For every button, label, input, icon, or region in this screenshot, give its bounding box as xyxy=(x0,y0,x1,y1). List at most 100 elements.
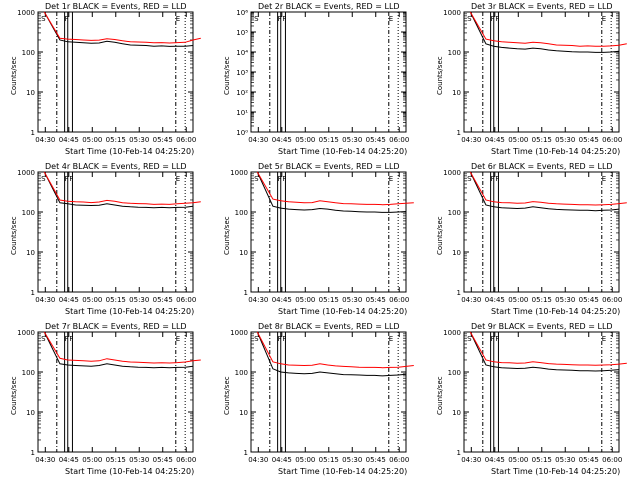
det-5r-ytick-label: 1 xyxy=(244,289,248,297)
det-7r-events-series-line xyxy=(43,331,194,369)
det-7r-marker-f-label: F xyxy=(65,335,69,343)
det-2r-plot: 10⁰ 10¹ 10² 10³ 10⁴ 10⁵ 10⁶ 04:30 04:45 05:00 05:1… xyxy=(236,9,409,144)
det-9r-xtick-label: 04:45 xyxy=(485,456,505,464)
det-2r-xlabel: Start Time (10-Feb-14 04:25:20) xyxy=(278,147,408,156)
det-2r-marker-f-label: F xyxy=(282,15,286,23)
det-9r-ylabel: Counts/sec xyxy=(436,376,444,415)
det-8r-events-series-line xyxy=(256,331,407,377)
det-4r-xtick-label: 05:30 xyxy=(129,296,149,304)
det-8r-lld-series-line xyxy=(256,331,414,369)
det-5r-xtick-label: 05:30 xyxy=(342,296,362,304)
det-5r-marker-s-label: S xyxy=(254,175,259,183)
det-3r-xlabel: Start Time (10-Feb-14 04:25:20) xyxy=(491,147,621,156)
det-9r-ytick-label: 1 xyxy=(457,449,461,457)
det-6r-plot: 1 10 100 1000 04:30 04:45 05:00 05:15 05:30 05:45… xyxy=(443,169,627,304)
det-9r-xlabel: Start Time (10-Feb-14 04:25:20) xyxy=(491,467,621,476)
det-7r-panel: Det 7r BLACK = Events, RED = LLD 1 10 100 1… xyxy=(0,320,213,480)
det-5r-lld-series-line xyxy=(256,171,414,206)
det-1r-xtick-label: 05:45 xyxy=(153,136,173,144)
det-2r-ytick-label: 10² xyxy=(236,89,248,97)
det-4r-ylabel: Counts/sec xyxy=(10,216,18,255)
det-7r-xtick-label: 05:15 xyxy=(106,456,126,464)
det-6r-ytick-label: 1 xyxy=(457,289,461,297)
det-9r-ytick-label: 100 xyxy=(448,369,461,377)
det-5r-xtick-label: 04:45 xyxy=(272,296,292,304)
det-4r-xlabel: Start Time (10-Feb-14 04:25:20) xyxy=(65,307,195,316)
det-7r-ytick-label: 100 xyxy=(22,369,35,377)
det-9r-events-series-line xyxy=(469,331,620,372)
det-4r-title: Det 4r BLACK = Events, RED = LLD xyxy=(45,162,187,171)
det-4r-events-series-line xyxy=(43,171,194,209)
det-5r-xlabel: Start Time (10-Feb-14 04:25:20) xyxy=(278,307,408,316)
det-1r-xtick-label: 04:45 xyxy=(59,136,79,144)
det-2r-plot-frame xyxy=(250,11,407,133)
det-2r-ytick-label: 10¹ xyxy=(236,109,248,117)
det-6r-lld-series-line xyxy=(469,171,627,206)
det-1r-xtick-label: 06:00 xyxy=(176,136,196,144)
det-7r-xlabel: Start Time (10-Feb-14 04:25:20) xyxy=(65,467,195,476)
det-1r-xtick-label: 05:30 xyxy=(129,136,149,144)
det-2r-marker-s-label: S xyxy=(254,15,259,23)
det-4r-ytick-label: 100 xyxy=(22,209,35,217)
det-7r-marker-e-label: E xyxy=(176,335,180,343)
det-3r-ytick-label: 1000 xyxy=(443,9,461,17)
det-4r-marker-s-label: S xyxy=(41,175,46,183)
det-1r-xlabel: Start Time (10-Feb-14 04:25:20) xyxy=(65,147,195,156)
det-8r-panel: Det 8r BLACK = Events, RED = LLD 1 10 100 1… xyxy=(213,320,426,480)
det-2r-xtick-label: 05:15 xyxy=(319,136,339,144)
det-7r-ytick-label: 10 xyxy=(26,409,35,417)
det-9r-marker-e-label: E xyxy=(602,335,606,343)
det-9r-marker-f-label: F xyxy=(491,335,495,343)
det-9r-xtick-label: 05:00 xyxy=(508,456,528,464)
det-4r-xtick-label: 05:15 xyxy=(106,296,126,304)
det-9r-panel: Det 9r BLACK = Events, RED = LLD 1 10 100 1… xyxy=(426,320,640,480)
det-6r-xtick-label: 04:30 xyxy=(461,296,481,304)
det-3r-plot: 1 10 100 1000 04:30 04:45 05:00 05:15 05:30 05:45… xyxy=(443,9,627,144)
det-3r-ylabel: Counts/sec xyxy=(436,56,444,95)
det-7r-ylabel: Counts/sec xyxy=(10,376,18,415)
det-5r-title: Det 5r BLACK = Events, RED = LLD xyxy=(258,162,400,171)
det-1r-xtick-label: 05:00 xyxy=(82,136,102,144)
det-4r-lld-series-line xyxy=(43,171,201,205)
det-8r-xtick-label: 04:45 xyxy=(272,456,292,464)
det-4r-plot: 1 10 100 1000 04:30 04:45 05:00 05:15 05:30 05:45… xyxy=(17,169,201,304)
det-8r-title: Det 8r BLACK = Events, RED = LLD xyxy=(258,322,400,331)
det-7r-marker-s-label: S xyxy=(41,335,46,343)
det-3r-panel: Det 3r BLACK = Events, RED = LLD 1 10 100 1… xyxy=(426,0,640,160)
det-5r-marker-f-label: F xyxy=(278,175,282,183)
det-2r-xtick-label: 05:45 xyxy=(366,136,386,144)
det-7r-xtick-label: 06:00 xyxy=(176,456,196,464)
det-3r-ytick-label: 100 xyxy=(448,49,461,57)
det-4r-plot-frame xyxy=(37,171,194,293)
det-5r-xtick-label: 05:15 xyxy=(319,296,339,304)
det-2r-marker-e-label: E xyxy=(389,15,393,23)
det-2r-ytick-label: 10⁰ xyxy=(236,129,248,137)
det-5r-xtick-label: 05:00 xyxy=(295,296,315,304)
det-9r-xtick-label: 05:15 xyxy=(532,456,552,464)
det-2r-xtick-label: 04:30 xyxy=(248,136,268,144)
det-5r-xtick-label: 06:00 xyxy=(389,296,409,304)
det-2r-xtick-label: 04:45 xyxy=(272,136,292,144)
det-8r-ytick-label: 1 xyxy=(244,449,248,457)
det-6r-xtick-label: 05:30 xyxy=(555,296,575,304)
det-6r-events-series-line xyxy=(469,171,620,212)
det-6r-xtick-label: 05:00 xyxy=(508,296,528,304)
det-9r-plot: 1 10 100 1000 04:30 04:45 05:00 05:15 05:30 05:45… xyxy=(443,329,627,464)
det-3r-marker-f-label: F xyxy=(495,15,499,23)
det-2r-xtick-label: 06:00 xyxy=(389,136,409,144)
det-4r-xtick-label: 05:00 xyxy=(82,296,102,304)
det-2r-ytick-label: 10⁶ xyxy=(236,9,248,17)
det-1r-panel: Det 1r BLACK = Events, RED = LLD 1 10 100 1… xyxy=(0,0,213,160)
det-3r-ytick-label: 1 xyxy=(457,129,461,137)
det-9r-xtick-label: 06:00 xyxy=(602,456,622,464)
det-8r-ytick-label: 10 xyxy=(239,409,248,417)
det-1r-ytick-label: 100 xyxy=(22,49,35,57)
det-7r-ytick-label: 1 xyxy=(31,449,35,457)
det-2r-xtick-label: 05:00 xyxy=(295,136,315,144)
det-9r-plot-frame xyxy=(463,331,620,453)
det-6r-marker-s-label: S xyxy=(467,175,472,183)
det-4r-ytick-label: 1 xyxy=(31,289,35,297)
det-5r-ylabel: Counts/sec xyxy=(223,216,231,255)
det-3r-events-series-line xyxy=(469,11,620,53)
det-6r-plot-frame xyxy=(463,171,620,293)
